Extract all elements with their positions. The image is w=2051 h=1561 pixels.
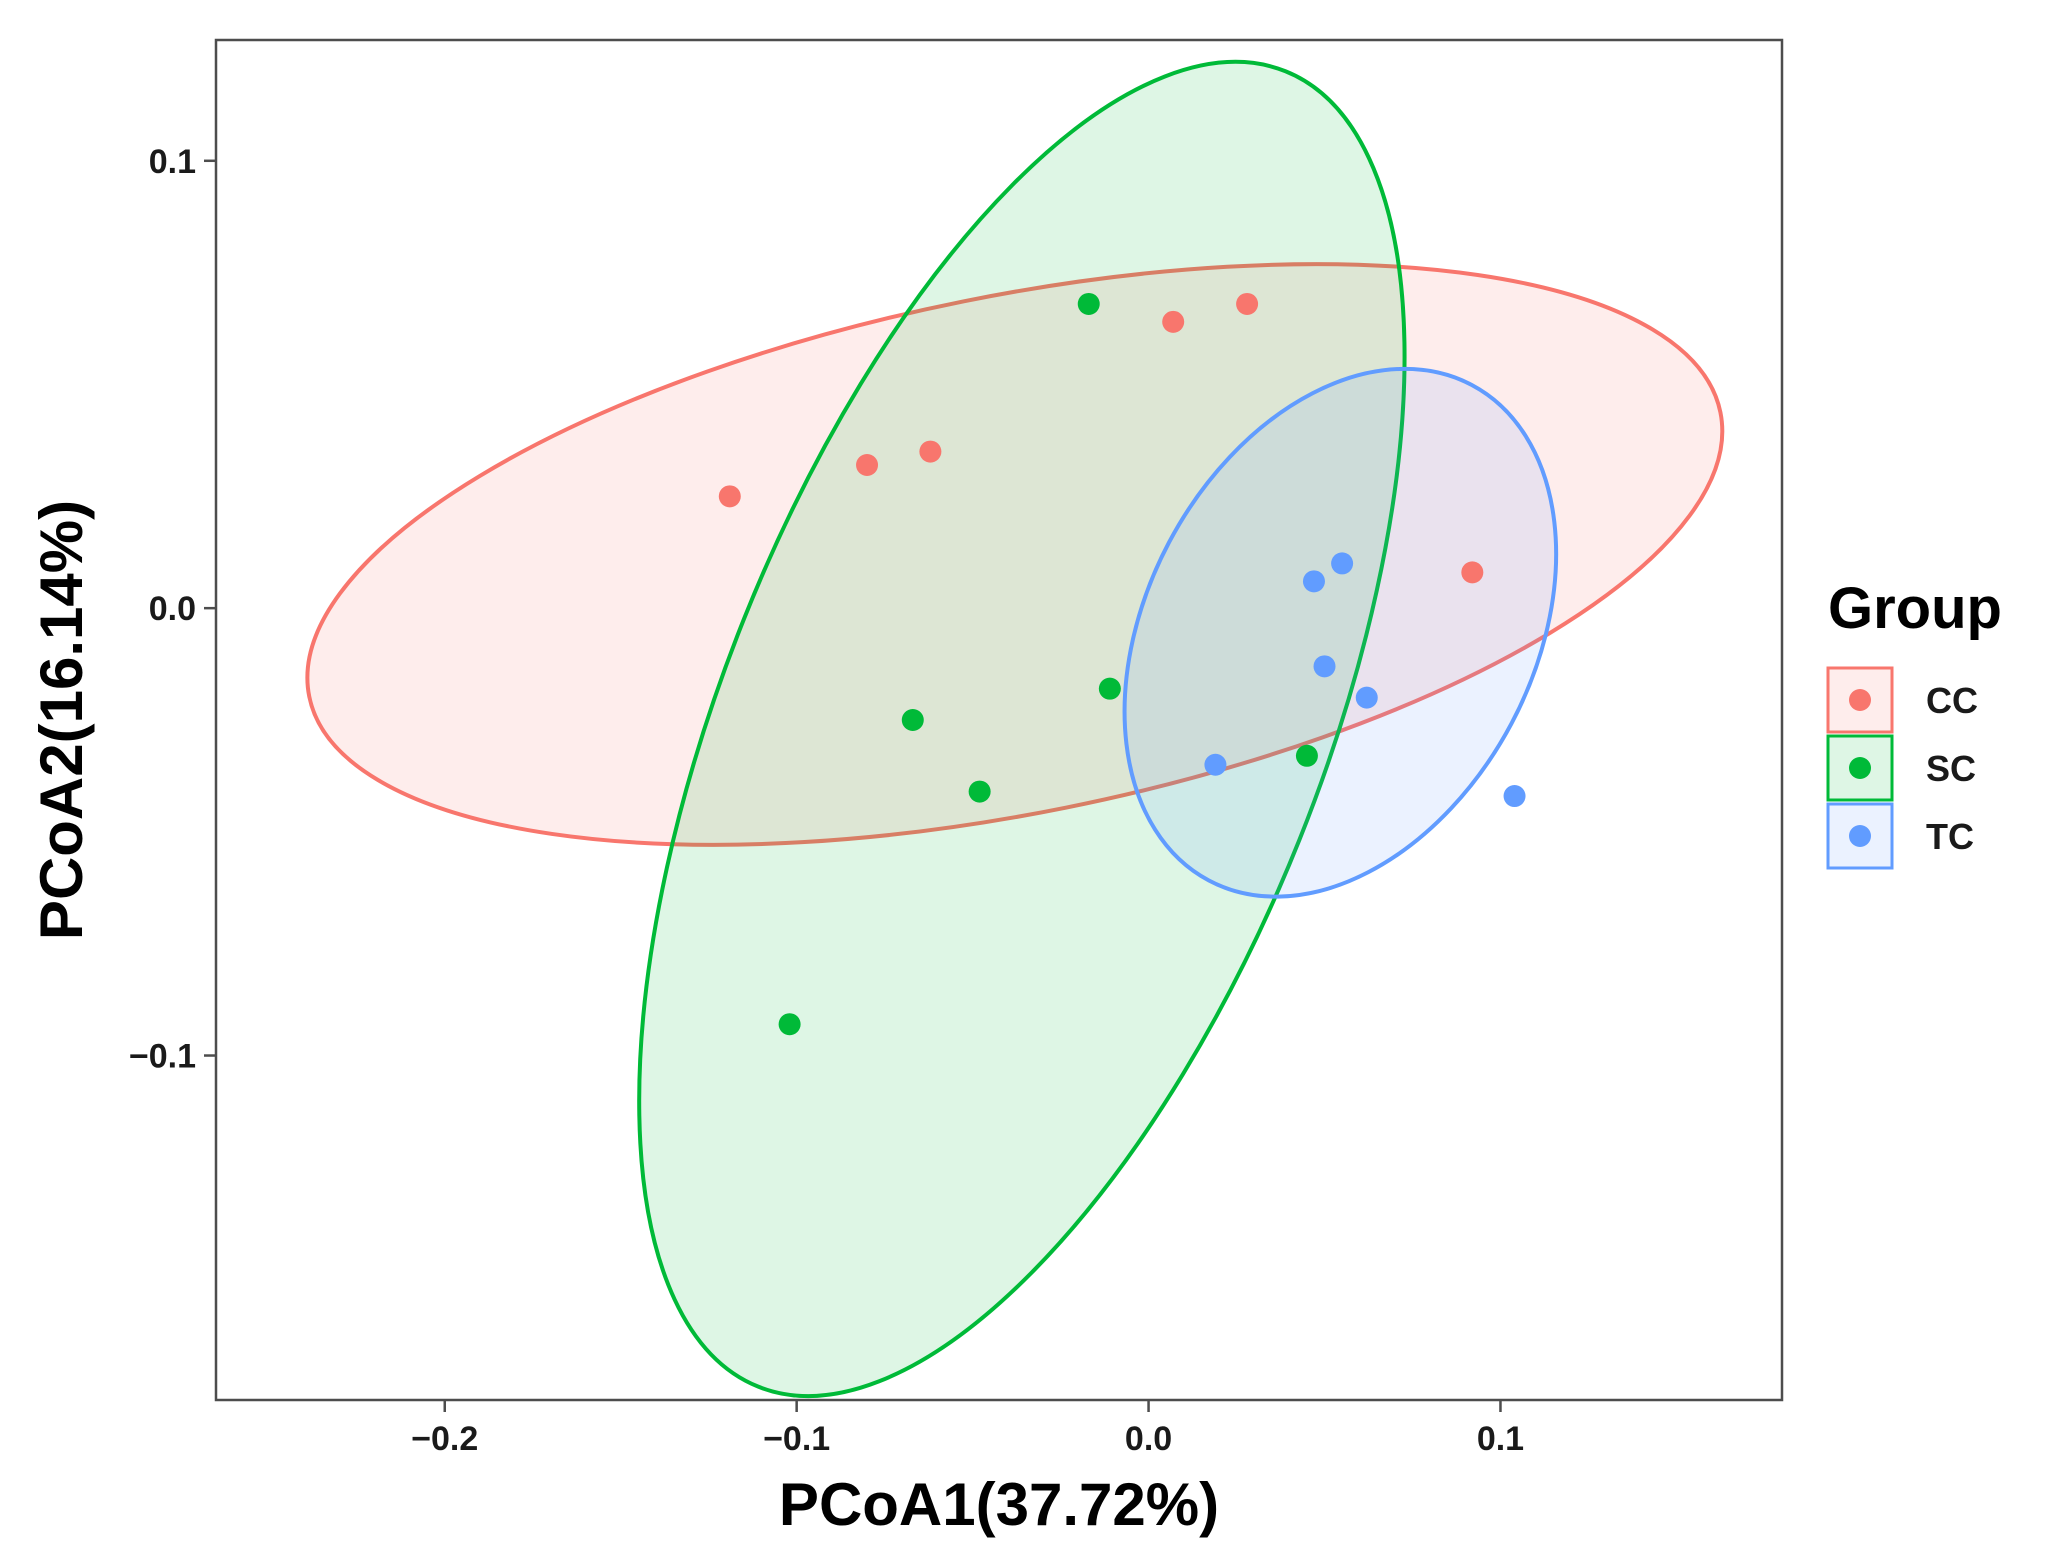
point-sc-5 [1295, 744, 1318, 767]
confidence-ellipses [305, 59, 1725, 1398]
point-tc-5 [1204, 753, 1227, 776]
y-tick-label: 0.0 [149, 590, 196, 628]
data-points [718, 292, 1526, 1036]
point-tc-6 [1503, 785, 1526, 808]
x-tick-label: 0.1 [1477, 1420, 1524, 1458]
legend-marker-tc [1849, 825, 1871, 847]
x-tick-label: −0.1 [763, 1420, 830, 1458]
point-cc-6 [1461, 561, 1484, 584]
legend: Group CC SC TC [1826, 576, 2002, 870]
point-sc-3 [901, 709, 924, 731]
x-axis-title: PCoA1(37.72%) [779, 1471, 1219, 1538]
point-sc-2 [1098, 677, 1121, 700]
point-cc-4 [1162, 310, 1185, 333]
legend-title: Group [1828, 576, 2002, 641]
legend-label-cc: CC [1926, 680, 1978, 721]
point-tc-1 [1331, 552, 1354, 575]
y-axis-title: PCoA2(16.14%) [28, 500, 95, 940]
legend-marker-sc [1849, 757, 1871, 779]
point-tc-4 [1355, 686, 1378, 709]
point-cc-5 [1236, 292, 1259, 315]
ellipse-sc [637, 59, 1407, 1398]
x-tick-label: 0.0 [1125, 1420, 1172, 1458]
legend-label-tc: TC [1926, 816, 1974, 857]
point-cc-2 [856, 454, 879, 476]
legend-marker-cc [1849, 689, 1871, 711]
point-tc-3 [1313, 655, 1336, 678]
point-sc-4 [968, 780, 991, 803]
point-sc-6 [778, 1013, 801, 1036]
point-cc-1 [718, 485, 741, 508]
y-tick-label: −0.1 [129, 1038, 196, 1076]
x-tick-label: −0.2 [411, 1420, 478, 1458]
ellipse-tc [1122, 366, 1559, 899]
point-sc-1 [1077, 292, 1100, 315]
axes: −0.2 −0.1 0.0 0.1 0.1 0.0 −0.1 [129, 143, 1524, 1458]
legend-label-sc: SC [1926, 748, 1976, 789]
point-cc-3 [919, 440, 942, 463]
y-tick-label: 0.1 [149, 143, 196, 181]
point-tc-2 [1302, 570, 1325, 593]
plot-panel-border [214, 38, 1784, 1402]
